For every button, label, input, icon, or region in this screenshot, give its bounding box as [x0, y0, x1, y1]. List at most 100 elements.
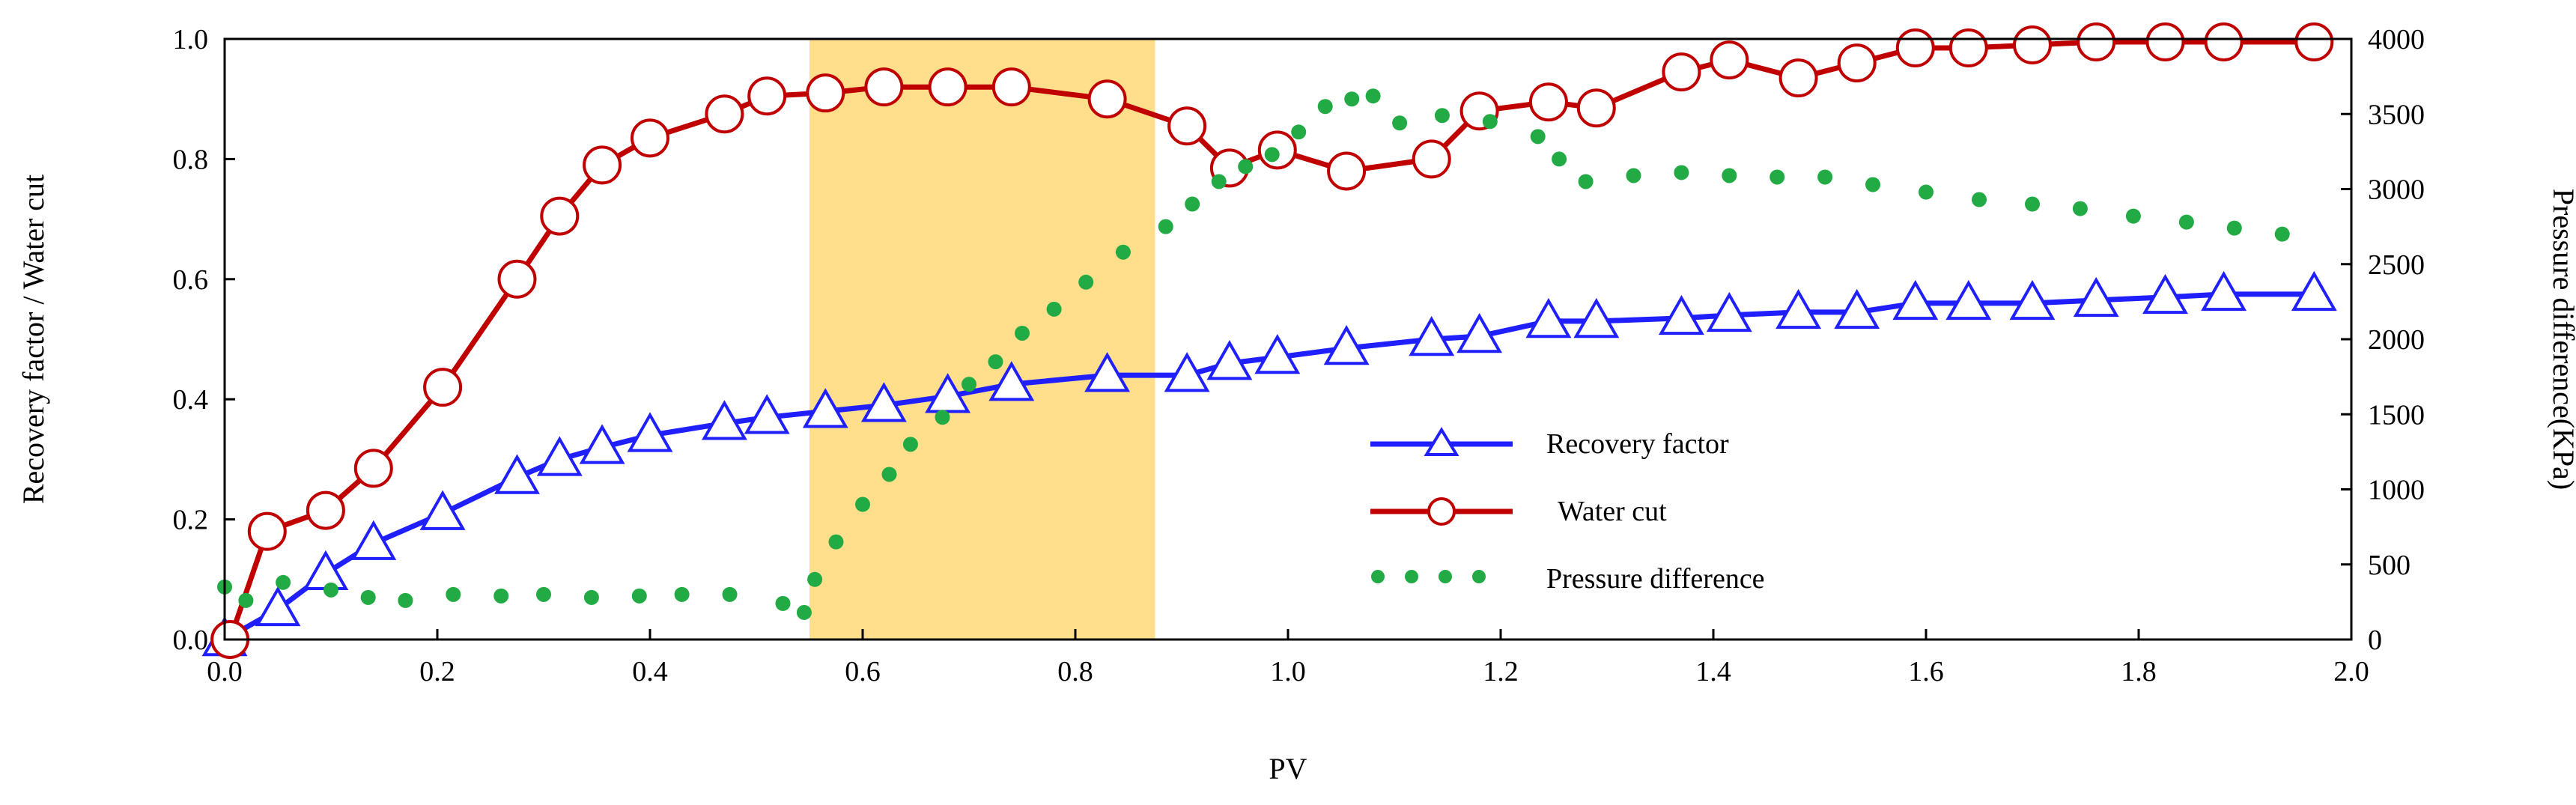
- data-point-dot: [1317, 99, 1333, 115]
- data-point-circle: [1412, 139, 1451, 179]
- data-point-circle: [1710, 40, 1749, 80]
- data-point-triangle: [255, 586, 301, 627]
- data-point-circle: [1778, 58, 1818, 98]
- data-point-dot: [1365, 88, 1381, 104]
- y-left-tick-label: 0.6: [173, 264, 209, 296]
- data-point-circle: [1837, 43, 1877, 83]
- data-point-circle: [2013, 25, 2052, 65]
- data-point-triangle: [2201, 270, 2247, 312]
- data-point-triangle: [579, 424, 625, 464]
- y-right-tick-label: 1000: [2368, 475, 2425, 506]
- data-point-circle: [1528, 82, 1568, 122]
- data-point-circle: [1576, 88, 1616, 128]
- legend-recovery-label: Recovery factor: [1546, 428, 1729, 460]
- x-tick-label: 1.2: [1483, 656, 1519, 687]
- data-point-dot: [2274, 226, 2290, 242]
- x-axis-title: PV: [1269, 752, 1307, 786]
- legend-pressure-dot: [1371, 570, 1385, 583]
- y-left-tick-label: 0.4: [173, 384, 209, 416]
- data-point-dot: [2178, 214, 2194, 230]
- data-point-dot: [988, 354, 1003, 370]
- data-point-dot: [1211, 174, 1227, 189]
- data-point-dot: [631, 588, 647, 604]
- data-point-circle: [306, 490, 345, 530]
- data-point-dot: [583, 589, 599, 605]
- data-point-dot: [1392, 115, 1408, 131]
- data-point-dot: [1434, 108, 1450, 124]
- data-point-circle: [928, 67, 967, 107]
- y-left-tick-label: 0.8: [173, 144, 209, 175]
- y-right-tick-label: 2000: [2368, 324, 2425, 356]
- data-point-circle: [247, 511, 287, 551]
- data-point-dot: [1238, 159, 1254, 174]
- data-point-triangle: [627, 412, 673, 452]
- y-left-tick-label: 0.2: [173, 505, 209, 536]
- y-right-tick-label: 0: [2368, 625, 2382, 656]
- data-point-circle: [2204, 22, 2244, 62]
- data-point-dot: [1552, 151, 1567, 167]
- data-point-dot: [1865, 177, 1880, 192]
- data-point-circle: [583, 145, 622, 185]
- data-point-triangle: [1254, 334, 1301, 374]
- data-point-dot: [1482, 114, 1498, 130]
- data-point-dot: [446, 586, 461, 602]
- data-point-triangle: [1573, 297, 1620, 338]
- data-point-triangle: [419, 490, 466, 530]
- x-tick-label: 1.0: [1270, 656, 1306, 687]
- data-point-dot: [1046, 301, 1062, 317]
- x-tick-label: 1.6: [1908, 656, 1944, 687]
- data-point-dot: [238, 592, 254, 608]
- data-point-circle: [1327, 151, 1367, 191]
- data-point-triangle: [988, 361, 1035, 401]
- data-point-triangle: [1323, 324, 1370, 365]
- data-point-dot: [674, 586, 690, 602]
- data-point-dot: [1115, 244, 1131, 260]
- data-point-dot: [2072, 201, 2088, 216]
- x-tick-label: 2.0: [2333, 656, 2369, 687]
- data-point-dot: [1530, 129, 1546, 145]
- data-point-dot: [2226, 220, 2242, 236]
- data-point-dot: [1817, 169, 1833, 185]
- data-point-dot: [775, 595, 791, 611]
- y-right-tick-label: 500: [2368, 550, 2411, 581]
- data-point-dot: [1185, 196, 1200, 212]
- data-point-dot: [796, 604, 812, 620]
- data-point-dot: [1078, 274, 1094, 290]
- data-point-triangle: [536, 436, 583, 476]
- series-water-cut: [210, 22, 2334, 659]
- data-point-triangle: [1658, 294, 1704, 335]
- legend-pressure-dot: [1405, 570, 1418, 583]
- data-point-dot: [1344, 91, 1360, 107]
- series-line: [223, 291, 2315, 643]
- data-point-circle: [1662, 52, 1701, 92]
- data-point-dot: [935, 410, 950, 425]
- x-tick-label: 0.2: [419, 656, 455, 687]
- data-point-dot: [902, 437, 918, 452]
- data-point-circle: [353, 449, 393, 488]
- x-tick-label: 0.6: [845, 656, 881, 687]
- data-point-circle: [497, 259, 537, 299]
- y-axis-right-title: Pressure difference(KPa): [2547, 189, 2576, 490]
- data-point-circle: [631, 118, 669, 158]
- y-right-tick-label: 4000: [2368, 24, 2425, 55]
- data-point-triangle: [303, 550, 349, 591]
- data-point-circle: [1087, 79, 1127, 119]
- data-point-circle: [540, 196, 580, 236]
- data-point-circle: [423, 368, 463, 407]
- data-point-triangle: [802, 388, 848, 428]
- data-point-triangle: [860, 382, 907, 422]
- data-point-dot: [1919, 184, 1933, 200]
- y-right-tick-label: 1500: [2368, 399, 2425, 431]
- data-point-triangle: [1775, 288, 1822, 329]
- legend-recovery-marker: [1424, 427, 1459, 456]
- data-point-dot: [1626, 168, 1641, 183]
- data-point-triangle: [701, 400, 747, 440]
- data-point-dot: [962, 377, 976, 392]
- data-point-triangle: [1525, 297, 1572, 338]
- data-point-triangle: [350, 520, 397, 560]
- x-tick-label: 1.4: [1695, 656, 1731, 687]
- data-point-dot: [881, 467, 897, 482]
- y-right-tick-label: 2500: [2368, 249, 2425, 281]
- data-point-circle: [1948, 28, 1988, 68]
- data-point-dot: [360, 589, 376, 605]
